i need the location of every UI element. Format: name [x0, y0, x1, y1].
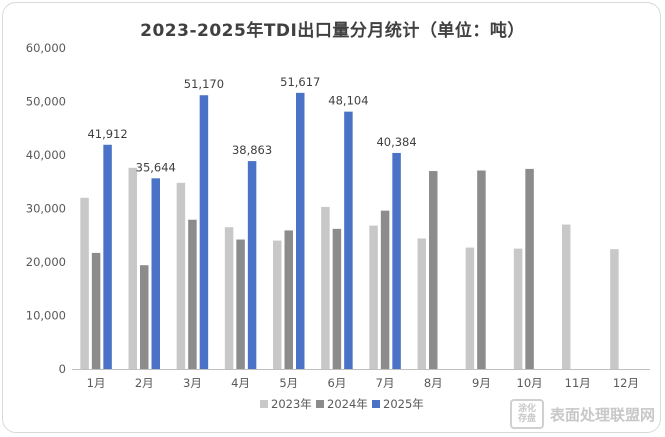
- bar-2024年-7月: [380, 210, 390, 369]
- bar-2023年-11月: [562, 224, 571, 369]
- y-tick-label: 20,000: [26, 255, 66, 269]
- data-label: 51,170: [184, 77, 224, 91]
- x-tick-label: 4月: [231, 376, 250, 390]
- bar-2024年-5月: [284, 230, 293, 369]
- bar-2024年-3月: [188, 219, 197, 369]
- y-tick-label: 10,000: [26, 309, 66, 323]
- bar-2023年-1月: [80, 197, 89, 369]
- legend-swatch-2024年: [316, 400, 324, 408]
- bar-2023年-10月: [513, 248, 523, 369]
- bar-2024年-10月: [525, 168, 534, 369]
- x-tick-label: 6月: [328, 376, 347, 390]
- legend-swatch-2025年: [372, 400, 380, 408]
- bar-2024年-8月: [429, 171, 438, 369]
- bar-2023年-8月: [417, 238, 426, 369]
- bar-2023年-2月: [128, 167, 137, 369]
- x-tick-label: 8月: [424, 376, 443, 390]
- x-tick-label: 11月: [565, 376, 591, 390]
- bar-2025年-4月: [247, 161, 257, 369]
- x-tick-label: 2月: [135, 376, 154, 390]
- x-tick-label: 12月: [613, 376, 639, 390]
- x-tick-label: 1月: [87, 376, 106, 390]
- bar-2023年-3月: [176, 182, 186, 369]
- bar-2023年-5月: [273, 240, 282, 369]
- watermark-logo: 涂化 存盘: [509, 399, 544, 429]
- legend-label: 2025年: [383, 397, 424, 411]
- bar-2025年-5月: [296, 92, 305, 369]
- y-tick-label: 30,000: [26, 202, 66, 216]
- bar-2023年-7月: [369, 225, 378, 369]
- bar-2024年-9月: [477, 170, 486, 369]
- y-tick-label: 50,000: [26, 95, 66, 109]
- watermark-text: 表面处理联盟网: [549, 405, 655, 424]
- bar-2025年-3月: [199, 95, 209, 369]
- bar-2024年-2月: [140, 265, 149, 369]
- chart-title: 2023-2025年TDI出口量分月统计（单位：吨）: [140, 21, 525, 41]
- data-label: 40,384: [376, 135, 416, 149]
- bar-2023年-12月: [610, 249, 619, 369]
- y-tick-label: 40,000: [26, 148, 66, 162]
- bar-2024年-4月: [236, 239, 245, 369]
- data-label: 38,863: [232, 143, 272, 157]
- y-tick-label: 60,000: [26, 41, 66, 55]
- watermark: 涂化 存盘 表面处理联盟网: [509, 399, 655, 429]
- bar-2025年-1月: [103, 144, 112, 369]
- bar-2024年-1月: [91, 252, 101, 369]
- data-label: 35,644: [136, 160, 176, 174]
- x-tick-label: 3月: [183, 376, 202, 390]
- bar-2024年-6月: [332, 228, 342, 369]
- bar-2025年-7月: [392, 152, 401, 369]
- legend-label: 2024年: [327, 397, 368, 411]
- y-tick-label: 0: [59, 362, 66, 376]
- legend-label: 2023年: [271, 397, 312, 411]
- bar-2023年-6月: [321, 206, 330, 369]
- bar-2025年-2月: [151, 178, 160, 369]
- x-tick-label: 5月: [279, 376, 298, 390]
- data-label: 41,912: [87, 127, 127, 141]
- x-tick-label: 7月: [376, 376, 395, 390]
- bar-2023年-4月: [224, 227, 234, 369]
- data-label: 51,617: [280, 75, 320, 89]
- bar-2025年-6月: [344, 111, 353, 369]
- x-tick-label: 9月: [472, 376, 491, 390]
- legend-swatch-2023年: [260, 400, 268, 408]
- x-tick-label: 10月: [517, 376, 543, 390]
- data-label: 48,104: [328, 94, 368, 108]
- bar-2023年-9月: [465, 247, 475, 369]
